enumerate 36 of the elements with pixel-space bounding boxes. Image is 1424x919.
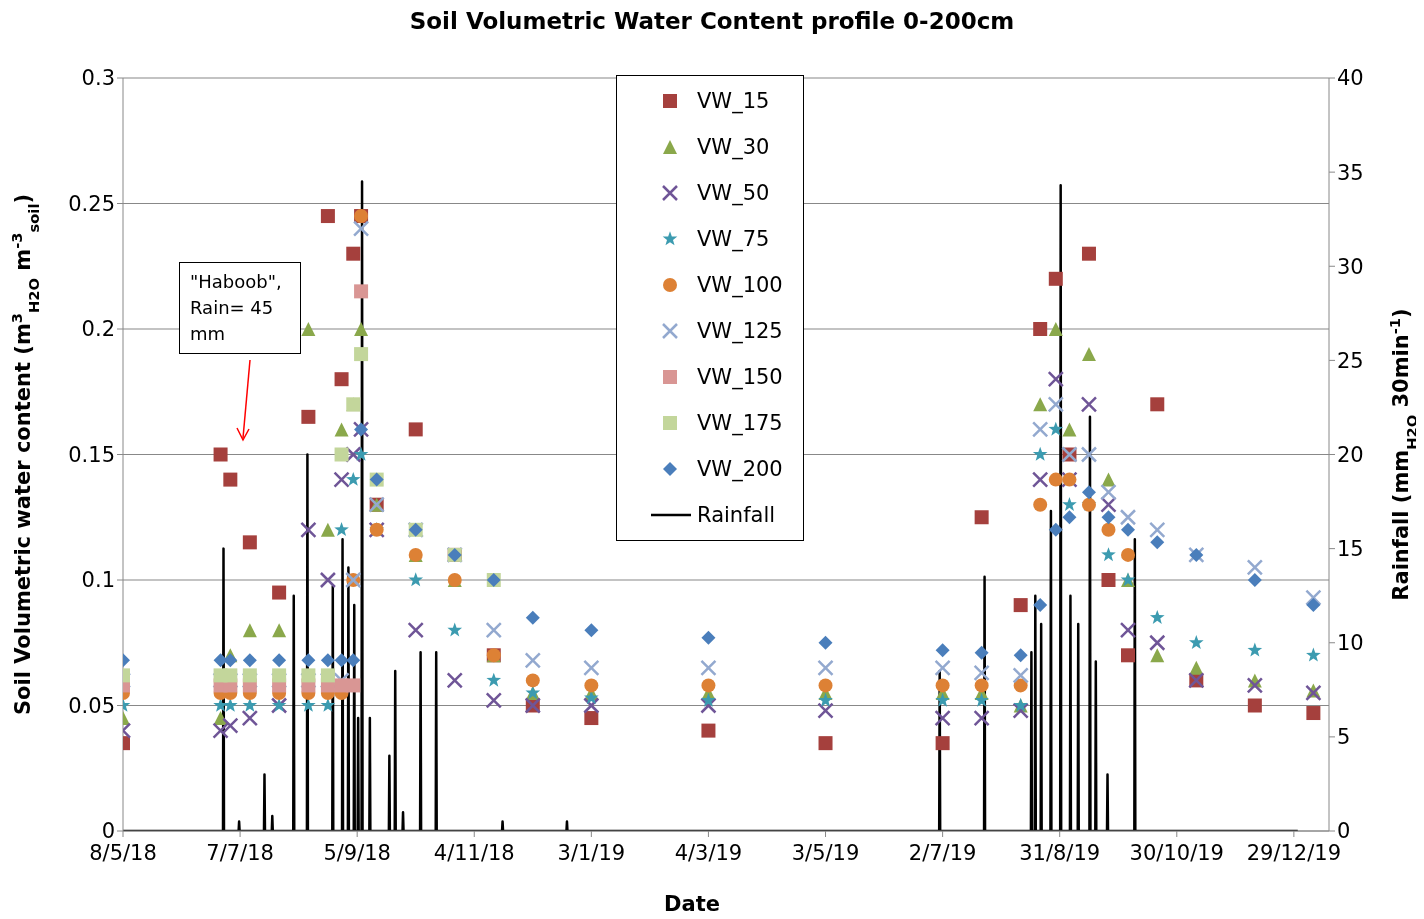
y2-tick-label: 25 [1337, 348, 1364, 373]
y2-tick-label: 15 [1337, 537, 1364, 562]
x-tick-label: 5/9/18 [323, 840, 391, 865]
y2-tick-label: 40 [1337, 66, 1364, 91]
x-tick-label: 3/1/19 [557, 840, 626, 865]
legend-label: VW_150 [697, 365, 783, 389]
x-tick-label: 4/3/19 [674, 840, 743, 865]
y2-tick-label: 10 [1337, 631, 1364, 656]
legend-label: Rainfall [697, 503, 776, 527]
legend-label: VW_75 [697, 227, 770, 251]
y2-tick-label: 5 [1337, 725, 1351, 750]
x-tick-label: 31/8/19 [1019, 840, 1101, 865]
chart-title: Soil Volumetric Water Content profile 0-200cm [408, 8, 1016, 34]
y-tick-label: 0.3 [81, 66, 115, 91]
y-tick-label: 0.1 [81, 568, 115, 593]
x-axis-title: Date [664, 892, 720, 916]
y-tick-label: 0.2 [81, 317, 115, 342]
y2-tick-label: 35 [1337, 160, 1364, 185]
y-tick-label: 0.15 [68, 442, 115, 467]
y-tick-label: 0.05 [68, 693, 115, 718]
legend-label: VW_175 [697, 411, 783, 435]
x-tick-label: 2/7/19 [908, 840, 977, 865]
y-tick-label: 0.25 [68, 191, 115, 216]
legend-label: VW_125 [697, 319, 783, 343]
x-tick-label: 3/5/19 [791, 840, 860, 865]
annotation: "Haboob", Rain= 45 mm [179, 262, 301, 354]
legend-label: VW_100 [697, 273, 783, 297]
legend-label: VW_15 [697, 89, 770, 113]
y2-tick-label: 20 [1337, 442, 1364, 467]
x-tick-label: 30/10/19 [1129, 840, 1224, 865]
legend-label: VW_50 [697, 181, 770, 205]
x-tick-label: 4/11/18 [433, 840, 515, 865]
legend-label: VW_200 [697, 457, 783, 481]
x-tick-label: 7/7/18 [206, 840, 274, 865]
legend-label: VW_30 [697, 135, 770, 159]
y2-tick-label: 30 [1337, 254, 1364, 279]
